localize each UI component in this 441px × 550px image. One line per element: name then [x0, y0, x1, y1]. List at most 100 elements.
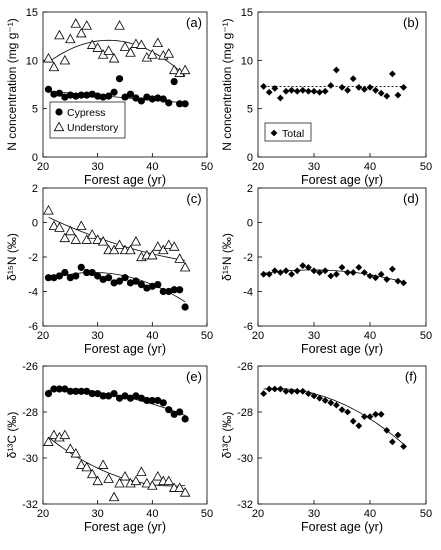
- data-point: [163, 239, 175, 250]
- data-point: [271, 385, 279, 393]
- data-point: [50, 90, 58, 98]
- data-point: [355, 263, 363, 271]
- y-tick-label: -32: [22, 499, 38, 511]
- x-tick-label: 50: [201, 161, 213, 173]
- y-tick-label: -2: [28, 252, 38, 264]
- data-point: [159, 95, 167, 103]
- x-tick-label: 50: [420, 330, 432, 342]
- y-tick-label: -32: [237, 499, 253, 511]
- data-point: [61, 93, 69, 101]
- y-tick-label: -28: [237, 407, 253, 419]
- data-point: [152, 470, 164, 481]
- data-point: [86, 39, 98, 49]
- data-point: [108, 244, 120, 255]
- y-tick-label: 2: [32, 183, 38, 195]
- series-total: [260, 66, 407, 102]
- x-tick-label: 50: [420, 508, 432, 520]
- trend-line: [263, 388, 404, 445]
- data-point: [349, 75, 357, 83]
- data-point: [394, 277, 402, 285]
- data-point: [265, 270, 273, 278]
- data-point: [305, 263, 312, 271]
- panel-label: (e): [186, 369, 202, 384]
- plot-frame: [257, 365, 427, 505]
- data-point: [115, 75, 124, 83]
- data-point: [77, 387, 85, 395]
- data-point: [260, 390, 267, 397]
- data-point: [338, 406, 346, 414]
- series-understory: [43, 429, 191, 502]
- data-point: [344, 269, 351, 276]
- data-point: [59, 232, 71, 243]
- y-axis-title: δ¹³C (‰): [220, 412, 234, 459]
- legend: Total: [264, 122, 312, 142]
- data-point: [108, 52, 120, 63]
- data-point: [110, 88, 118, 96]
- data-point: [277, 269, 284, 276]
- data-point: [163, 48, 175, 58]
- x-axis-title: Forest age (yr): [84, 173, 166, 187]
- y-tick-label: -4: [28, 287, 38, 299]
- x-axis-title: Forest age (yr): [84, 342, 166, 356]
- data-point: [282, 87, 290, 95]
- data-point: [105, 92, 113, 100]
- x-tick-label: 20: [252, 161, 264, 173]
- data-point: [70, 447, 82, 458]
- data-point: [265, 88, 273, 96]
- data-point: [88, 268, 96, 277]
- data-point: [377, 89, 385, 97]
- data-point: [50, 385, 58, 393]
- legend: Cypress Understory: [49, 101, 126, 139]
- data-point: [154, 94, 162, 102]
- x-axis-title: Forest age (yr): [84, 520, 166, 534]
- y-axis-title: N concentration (mg g⁻¹): [220, 18, 234, 150]
- legend-marker: [55, 108, 63, 116]
- data-point: [48, 220, 60, 231]
- data-point: [121, 392, 129, 400]
- data-point: [81, 461, 93, 472]
- panel-label: (d): [403, 191, 419, 206]
- y-axis-title: δ¹⁵N (‰): [5, 233, 19, 281]
- data-point: [44, 85, 53, 93]
- trend-line: [48, 436, 186, 487]
- x-tick-label: 40: [146, 161, 158, 173]
- data-point: [389, 70, 396, 78]
- data-point: [159, 399, 167, 407]
- x-tick-label: 20: [252, 508, 264, 520]
- data-point: [299, 387, 307, 395]
- data-point: [103, 45, 114, 55]
- data-point: [86, 468, 98, 479]
- data-point: [137, 394, 145, 402]
- y-tick-label: -30: [22, 453, 38, 465]
- data-point: [271, 267, 279, 275]
- data-point: [170, 78, 178, 86]
- y-tick-label: -30: [237, 453, 253, 465]
- data-point: [344, 408, 351, 416]
- panel-label: (a): [186, 15, 202, 30]
- data-point: [260, 270, 267, 278]
- data-point: [299, 262, 307, 270]
- data-point: [333, 66, 340, 74]
- legend-marker: [270, 129, 278, 137]
- x-tick-label: 50: [201, 330, 213, 342]
- data-point: [338, 263, 346, 271]
- data-point: [83, 387, 91, 395]
- x-tick-label: 30: [92, 161, 104, 173]
- x-tick-label: 20: [252, 330, 264, 342]
- y-tick-label: 0: [247, 152, 253, 164]
- data-point: [361, 85, 368, 93]
- data-point: [130, 475, 142, 486]
- data-point: [143, 93, 151, 101]
- data-point: [75, 27, 87, 38]
- data-point: [148, 282, 156, 290]
- data-point: [366, 413, 374, 420]
- y-tick-label: -28: [22, 407, 38, 419]
- data-point: [65, 225, 76, 236]
- data-point: [92, 475, 103, 486]
- y-axis-title: δ¹³C (‰): [5, 412, 19, 459]
- data-point: [366, 272, 374, 280]
- data-point: [114, 239, 125, 250]
- data-point: [305, 87, 312, 95]
- data-point: [327, 82, 335, 89]
- y-tick-label: 15: [26, 7, 38, 19]
